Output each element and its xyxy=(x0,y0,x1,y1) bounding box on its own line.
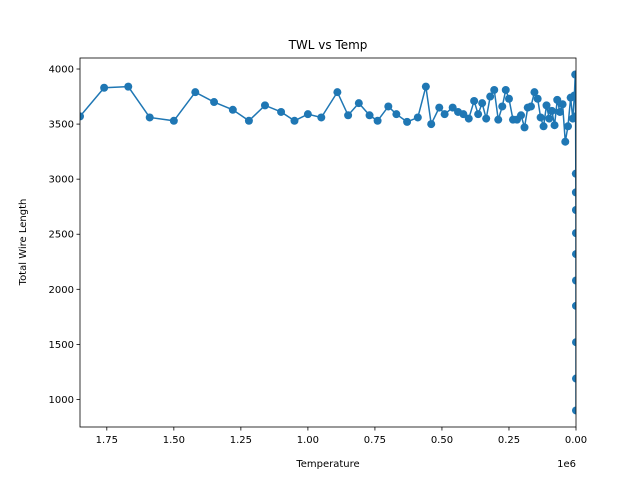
data-point xyxy=(145,113,154,122)
data-point xyxy=(571,276,576,285)
data-point xyxy=(478,99,487,108)
y-tick-label: 1500 xyxy=(49,340,74,351)
y-tick-label: 2500 xyxy=(49,230,74,241)
data-point xyxy=(520,123,529,132)
data-point xyxy=(260,101,269,110)
data-point xyxy=(435,103,444,112)
data-point xyxy=(80,112,84,121)
data-point xyxy=(354,99,363,108)
data-point xyxy=(536,113,545,122)
data-point xyxy=(392,110,401,119)
data-point xyxy=(459,110,468,119)
data-point xyxy=(169,116,178,125)
data-point xyxy=(413,113,422,122)
plot-area xyxy=(79,57,577,428)
data-point xyxy=(474,110,483,119)
data-point xyxy=(504,94,513,103)
data-point xyxy=(550,121,559,130)
x-axis: 1.75 1.50 1.25 1.00 0.75 0.50 0.25 0.00 xyxy=(96,427,587,446)
y-axis: 1000 1500 2000 2500 3000 3500 4000 xyxy=(49,65,80,406)
chart-title: TWL vs Temp xyxy=(288,38,368,52)
data-point xyxy=(571,206,576,215)
data-point xyxy=(317,113,326,122)
x-tick-label: 1.25 xyxy=(230,435,252,446)
data-point xyxy=(572,406,576,415)
data-point xyxy=(558,100,567,109)
data-point xyxy=(572,301,576,310)
data-point xyxy=(244,116,253,125)
x-tick-label: 1.75 xyxy=(96,435,118,446)
x-tick-label: 1.00 xyxy=(297,435,319,446)
data-point xyxy=(571,188,576,197)
data-point xyxy=(427,120,436,129)
data-point xyxy=(572,338,576,347)
x-tick-label: 0.00 xyxy=(565,435,587,446)
data-point xyxy=(571,70,576,79)
data-point xyxy=(547,106,556,115)
data-point xyxy=(545,114,554,123)
data-point xyxy=(561,137,570,146)
data-point xyxy=(571,250,576,259)
data-point xyxy=(373,116,382,125)
data-point xyxy=(303,110,312,119)
data-point xyxy=(553,95,562,104)
data-point xyxy=(571,229,576,238)
data-point xyxy=(571,169,576,178)
y-tick-label: 3000 xyxy=(49,175,74,186)
data-point xyxy=(490,85,499,94)
x-tick-label: 1.50 xyxy=(163,435,185,446)
data-point xyxy=(572,374,576,383)
data-point xyxy=(333,88,342,97)
data-point xyxy=(494,115,503,124)
data-point xyxy=(539,122,548,131)
data-point xyxy=(542,101,551,110)
data-point xyxy=(498,102,507,111)
data-point xyxy=(486,92,495,101)
x-tick-label: 0.75 xyxy=(364,435,386,446)
data-point xyxy=(421,82,430,91)
data-point xyxy=(464,114,473,123)
series-layer xyxy=(80,70,576,415)
y-tick-label: 1000 xyxy=(49,395,74,406)
data-point xyxy=(526,102,535,111)
data-point xyxy=(482,114,491,123)
data-point xyxy=(501,85,510,94)
data-point xyxy=(290,116,299,125)
data-point xyxy=(533,94,542,103)
y-tick-label: 4000 xyxy=(49,65,74,76)
y-tick-label: 3500 xyxy=(49,120,74,131)
data-point xyxy=(448,103,457,112)
data-point xyxy=(277,107,286,116)
data-point xyxy=(530,88,539,97)
data-point xyxy=(344,111,353,120)
data-point xyxy=(470,96,479,105)
data-point xyxy=(210,98,219,107)
x-tick-label: 0.50 xyxy=(431,435,453,446)
plot-frame xyxy=(79,57,577,428)
data-point xyxy=(191,88,200,97)
x-tick-label: 0.25 xyxy=(498,435,520,446)
data-point xyxy=(555,107,564,116)
data-point xyxy=(571,112,576,121)
data-point xyxy=(365,111,374,120)
x-axis-offset-text: 1e6 xyxy=(557,459,576,470)
data-point xyxy=(228,105,237,114)
data-point xyxy=(563,122,572,131)
data-point xyxy=(517,111,526,120)
data-point xyxy=(124,82,133,91)
y-axis-label: Total Wire Length xyxy=(18,199,29,287)
data-point xyxy=(384,102,393,111)
data-point xyxy=(100,83,109,92)
data-point xyxy=(403,117,412,126)
data-point xyxy=(440,110,449,119)
x-axis-label: Temperature xyxy=(295,459,359,470)
data-point xyxy=(570,91,576,100)
y-tick-label: 2000 xyxy=(49,285,74,296)
